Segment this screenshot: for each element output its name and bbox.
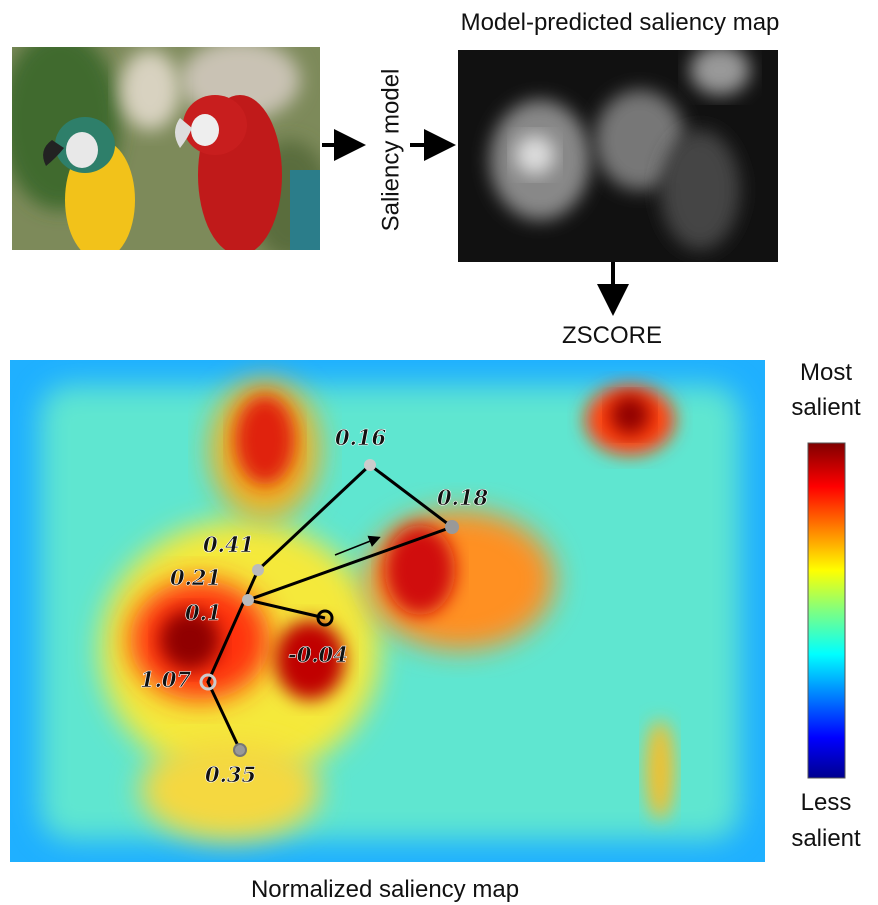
colorbar-top-label: Most: [800, 359, 852, 386]
fixation-label: 0.35: [205, 762, 256, 787]
model-label: Saliency model: [377, 69, 404, 232]
colorbar-bottom-label: salient: [791, 825, 861, 852]
fixation-point: [445, 520, 459, 534]
predicted-map: [458, 45, 778, 262]
fixation-point: [234, 744, 246, 756]
fixation-label: 0.21: [170, 565, 221, 590]
figure: Saliency model Model-predicted saliency …: [0, 0, 878, 905]
fixation-label: 1.07: [140, 667, 192, 692]
fixation-label: 0.41: [203, 532, 254, 557]
fixation-label: 0.1: [185, 600, 222, 625]
colorbar: [808, 443, 845, 778]
page: {"pipeline": {"model_label": "Saliency m…: [0, 0, 878, 905]
fixation-point: [364, 459, 376, 471]
fixation-point: [242, 594, 254, 606]
colorbar-top-label: salient: [791, 394, 861, 421]
fixation-point: [252, 564, 264, 576]
fixation-label: 0.18: [437, 485, 489, 510]
heatmap: [10, 360, 765, 862]
body: Saliency model Model-predicted saliency …: [0, 0, 878, 905]
colorbar-bottom-label: Less: [801, 789, 852, 816]
zscore-label: ZSCORE: [562, 322, 662, 349]
input-photo: [0, 30, 330, 260]
fixation-label: 0.16: [335, 425, 387, 450]
fixation-label: -0.04: [288, 642, 348, 667]
predicted-title: Model-predicted saliency map: [461, 9, 780, 36]
normalized-title: Normalized saliency map: [251, 876, 519, 903]
